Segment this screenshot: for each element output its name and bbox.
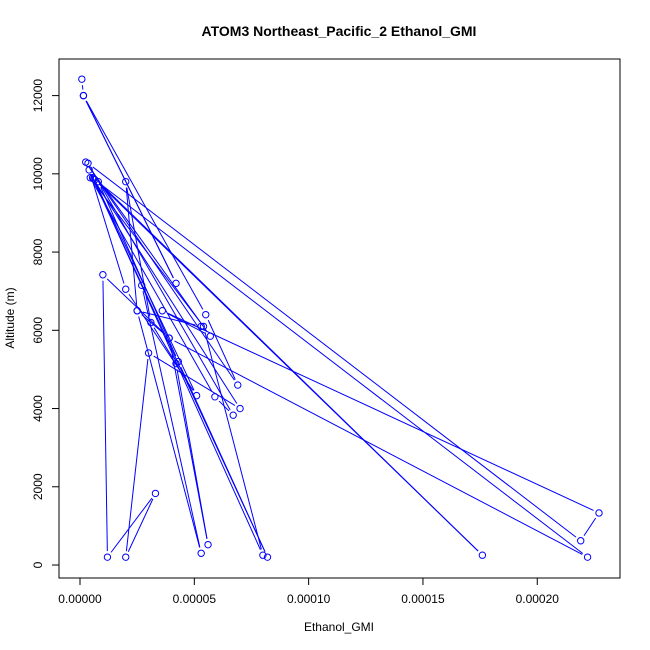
y-tick-label: 8000 <box>31 238 45 265</box>
data-point <box>79 91 88 100</box>
y-tick-label: 6000 <box>31 317 45 344</box>
series-segment <box>102 185 479 552</box>
series-segment <box>142 311 196 326</box>
series-segment <box>99 182 584 554</box>
data-point <box>478 551 487 559</box>
data-point <box>88 174 97 182</box>
series-segment <box>153 355 236 406</box>
data-point <box>197 549 205 557</box>
data-point <box>197 322 205 331</box>
y-axis-label: Altitude (m) <box>3 287 17 348</box>
data-point <box>147 318 155 327</box>
series-segment <box>176 369 208 539</box>
x-axis-label: Ethanol_GMI <box>304 620 374 634</box>
data-point <box>86 174 94 182</box>
series-segment <box>85 100 204 310</box>
series-segment <box>95 182 238 404</box>
series-segment <box>88 166 235 381</box>
data-point <box>229 411 237 419</box>
y-tick-label: 10000 <box>31 157 45 191</box>
x-tick-label: 0.00010 <box>287 592 331 606</box>
data-point <box>144 349 153 357</box>
series-segment <box>167 312 594 511</box>
data-point <box>577 537 585 545</box>
data-point <box>211 393 219 401</box>
x-axis: 0.00000 0.00005 0.00010 0.00015 0.00020 <box>58 577 560 606</box>
data-point <box>202 310 210 319</box>
data-point <box>172 279 180 288</box>
series-segment <box>100 186 177 357</box>
data-point <box>234 381 242 389</box>
chart-title: ATOM3 Northeast_Pacific_2 Ethanol_GMI <box>202 23 477 39</box>
data-point <box>133 307 141 315</box>
data-point <box>99 271 107 279</box>
data-point <box>122 285 130 293</box>
data-point <box>103 553 112 561</box>
data-point <box>174 357 183 366</box>
series-segment <box>102 280 108 552</box>
plot-frame <box>58 58 621 579</box>
series-segment <box>94 182 266 552</box>
data-point <box>199 322 208 331</box>
series-lines <box>81 85 597 555</box>
data-point <box>151 489 160 498</box>
data-point <box>138 281 146 290</box>
data-point <box>158 307 167 315</box>
series-segment <box>127 498 154 552</box>
data-point <box>263 553 272 561</box>
series-segment <box>93 182 201 322</box>
data-point <box>84 159 92 167</box>
data-point <box>94 177 102 186</box>
y-axis: 0 2000 4000 6000 8000 10000 12000 <box>31 79 60 568</box>
series-segment <box>85 100 174 279</box>
x-tick-label: 0.00000 <box>58 592 102 606</box>
series-segment <box>110 497 153 553</box>
data-point <box>236 404 244 413</box>
data-point <box>85 166 93 174</box>
x-tick-label: 0.00015 <box>401 592 445 606</box>
series-segment <box>167 313 206 334</box>
series-segment <box>153 327 174 359</box>
y-tick-label: 0 <box>31 561 45 568</box>
series-segment <box>90 175 125 284</box>
series-segment <box>174 340 583 555</box>
data-point <box>78 75 86 83</box>
series-segment <box>583 517 597 537</box>
y-tick-label: 12000 <box>31 79 45 113</box>
data-point <box>204 540 212 549</box>
data-point <box>206 332 215 340</box>
x-tick-label: 0.00020 <box>516 592 560 606</box>
data-point <box>583 553 592 561</box>
series-segment <box>125 187 138 305</box>
series-segment <box>92 182 213 392</box>
series-segment <box>126 187 151 317</box>
series-segment <box>92 166 577 538</box>
series-segment <box>88 166 208 332</box>
series-segment <box>138 316 201 548</box>
y-tick-label: 4000 <box>31 395 45 422</box>
data-point <box>122 177 130 186</box>
data-point <box>172 359 180 368</box>
data-point <box>192 391 201 400</box>
data-point <box>122 553 130 561</box>
data-point <box>595 509 603 517</box>
data-point <box>259 551 267 559</box>
y-tick-label: 2000 <box>31 473 45 500</box>
series-segment <box>125 358 149 552</box>
series-segment <box>106 278 166 335</box>
data-point <box>165 334 173 342</box>
x-tick-label: 0.00005 <box>173 592 217 606</box>
series-points <box>78 75 603 561</box>
series-segment <box>207 319 236 380</box>
series-segment <box>142 291 201 548</box>
